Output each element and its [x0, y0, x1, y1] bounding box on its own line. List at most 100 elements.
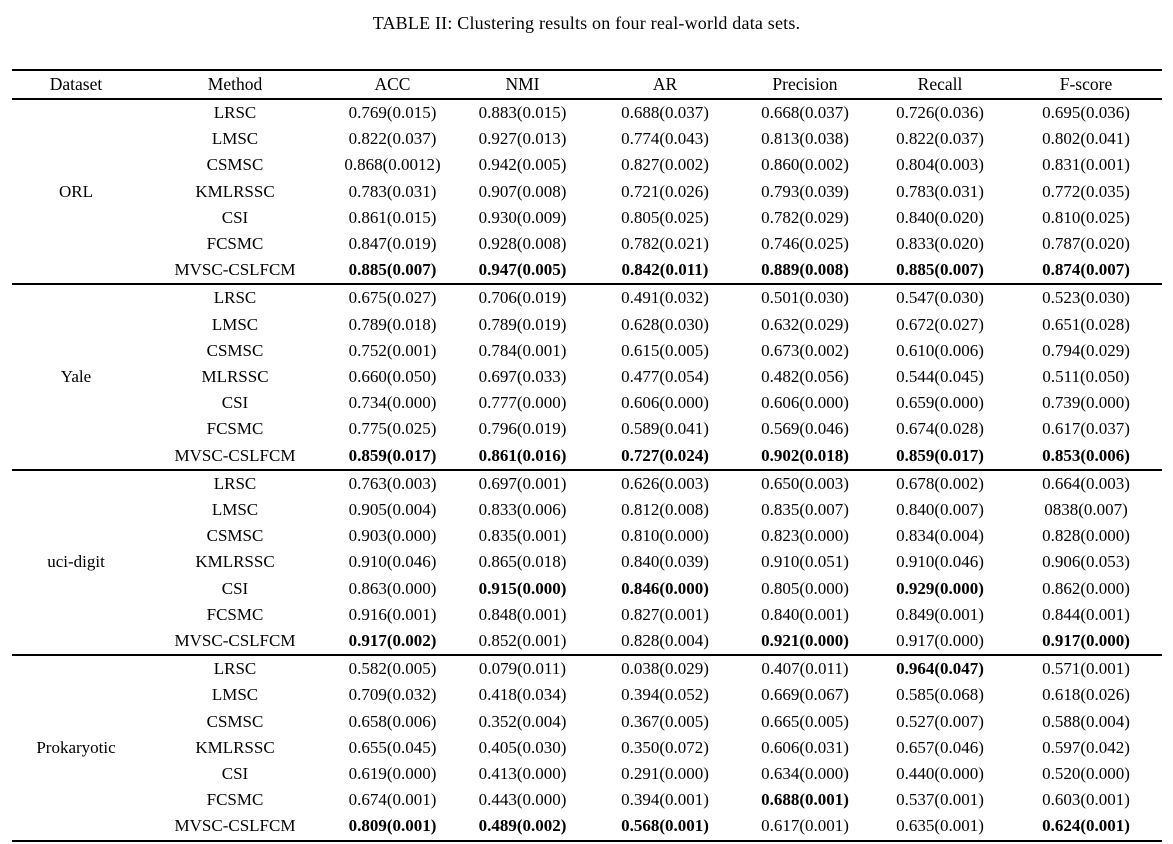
metric-value: 0.413(0.000)	[478, 764, 567, 784]
method-label: KMLRSSC	[195, 181, 275, 201]
method-label: LMSC	[211, 129, 259, 149]
column-header-method: Method	[140, 70, 330, 100]
metric-value: 0.859(0.017)	[348, 445, 437, 465]
metric-value: 0.906(0.053)	[1042, 552, 1130, 572]
metric-value: 0.853(0.006)	[1042, 445, 1130, 465]
metric-value: 0.706(0.019)	[455, 283, 590, 312]
metric-value: 0.709(0.032)	[348, 685, 437, 705]
metric-value: 0.840(0.039)	[621, 552, 709, 572]
table-row: CSMSC 0.752(0.001) 0.784(0.001) 0.615(0.005…	[12, 338, 1162, 364]
table-row: FCSMC 0.847(0.019) 0.928(0.008) 0.782(0.021…	[12, 231, 1162, 257]
column-header-precision: Precision	[740, 70, 870, 100]
metric-value: 0.079(0.011)	[455, 654, 590, 683]
metric-value: 0.571(0.001)	[1010, 654, 1162, 683]
dataset-label: uci-digit	[12, 468, 140, 656]
metric-value: 0.861(0.015)	[348, 207, 437, 227]
metric-value: 0.597(0.042)	[1042, 737, 1130, 757]
metric-value: 0.828(0.000)	[1042, 526, 1130, 546]
metric-value: 0.038(0.029)	[590, 654, 740, 683]
metric-value: 0.407(0.011)	[740, 654, 870, 683]
metric-value: 0.739(0.000)	[1042, 393, 1130, 413]
dataset-label: Prokaryotic	[12, 654, 140, 841]
metric-value: 0.787(0.020)	[1042, 234, 1130, 254]
table-row: LMSC 0.905(0.004) 0.833(0.006) 0.812(0.008)…	[12, 497, 1162, 523]
metric-value: 0.582(0.005)	[330, 654, 455, 683]
metric-value: 0.501(0.030)	[740, 283, 870, 312]
metric-value: 0.658(0.006)	[348, 711, 437, 731]
metric-value: 0.405(0.030)	[478, 737, 567, 757]
metric-value: 0.874(0.007)	[1042, 260, 1130, 280]
table-row: MVSC-CSLFCM 0.809(0.001) 0.489(0.002) 0.568…	[12, 813, 1162, 840]
method-label: CSI	[221, 207, 249, 227]
table-row: CSI 0.619(0.000) 0.413(0.000) 0.291(0.000) 0…	[12, 761, 1162, 787]
method-label: KMLRSSC	[195, 737, 275, 757]
metric-value: 0.889(0.008)	[761, 260, 849, 280]
metric-value: 0.910(0.051)	[761, 552, 849, 572]
metric-value: 0.659(0.000)	[896, 393, 984, 413]
metric-value: 0.635(0.001)	[896, 816, 984, 836]
metric-value: 0.805(0.025)	[621, 207, 709, 227]
metric-value: 0.669(0.067)	[761, 685, 849, 705]
metric-value: 0.917(0.002)	[348, 631, 437, 651]
method-label: CSMSC	[206, 155, 264, 175]
metric-value: 0.868(0.0012)	[344, 155, 441, 175]
metric-value: 0.840(0.007)	[896, 500, 984, 520]
metric-value: 0.848(0.001)	[478, 604, 567, 624]
column-header-fscore: F-score	[1010, 70, 1162, 100]
table-caption: TABLE II: Clustering results on four rea…	[372, 13, 801, 33]
metric-value: 0.619(0.000)	[348, 764, 437, 784]
metric-value: 0.885(0.007)	[896, 260, 984, 280]
metric-value: 0.291(0.000)	[621, 764, 709, 784]
metric-value: 0.697(0.033)	[478, 367, 567, 387]
metric-value: 0.910(0.046)	[348, 552, 437, 572]
table-body: ORL LRSC 0.769(0.015) 0.883(0.015) 0.688(0.0…	[12, 99, 1162, 841]
dataset-label: Yale	[12, 283, 140, 470]
metric-value: 0.688(0.001)	[761, 790, 849, 810]
table-row: LMSC 0.789(0.018) 0.789(0.019) 0.628(0.030)…	[12, 312, 1162, 338]
table-row: CSMSC 0.868(0.0012) 0.942(0.005) 0.827(0.00…	[12, 152, 1162, 178]
metric-value: 0.774(0.043)	[621, 129, 709, 149]
metric-value: 0.813(0.038)	[761, 129, 849, 149]
metric-value: 0.657(0.046)	[896, 737, 984, 757]
metric-value: 0.927(0.013)	[478, 129, 567, 149]
table-row: CSI 0.734(0.000) 0.777(0.000) 0.606(0.000) 0…	[12, 390, 1162, 416]
metric-value: 0.942(0.005)	[478, 155, 567, 175]
table-row: KMLRSSC 0.655(0.045) 0.405(0.030) 0.350(0.0…	[12, 735, 1162, 761]
metric-value: 0.822(0.037)	[348, 129, 437, 149]
metric-value: 0.810(0.000)	[621, 526, 709, 546]
table-row: CSMSC 0.903(0.000) 0.835(0.001) 0.810(0.000…	[12, 523, 1162, 549]
metric-value: 0.697(0.001)	[455, 468, 590, 498]
metric-value: 0.833(0.006)	[478, 500, 567, 520]
metric-value: 0.789(0.019)	[478, 314, 567, 334]
table-row: FCSMC 0.775(0.025) 0.796(0.019) 0.589(0.041…	[12, 416, 1162, 442]
dataset-label: ORL	[59, 181, 93, 201]
metric-value: 0.928(0.008)	[478, 234, 567, 254]
table-row: Prokaryotic LRSC 0.582(0.005) 0.079(0.011) 0…	[12, 654, 1162, 841]
metric-value: 0.782(0.021)	[621, 234, 709, 254]
table-row: MVSC-CSLFCM 0.859(0.017) 0.861(0.016) 0.727…	[12, 443, 1162, 470]
metric-value: 0.796(0.019)	[478, 419, 567, 439]
metric-value: 0.828(0.004)	[621, 631, 709, 651]
metric-value: 0.823(0.000)	[761, 526, 849, 546]
table-header: Dataset Method ACC NMI AR Precision Reca…	[12, 70, 1162, 100]
metric-value: 0.606(0.000)	[761, 393, 849, 413]
method-label: CSI	[221, 764, 249, 784]
method-label: MLRSSC	[201, 367, 269, 387]
metric-value: 0.674(0.028)	[896, 419, 984, 439]
metric-value: 0.615(0.005)	[621, 340, 709, 360]
metric-value: 0.860(0.002)	[761, 155, 849, 175]
metric-value: 0.569(0.046)	[761, 419, 849, 439]
metric-value: 0.651(0.028)	[1042, 314, 1130, 334]
metric-value: 0.726(0.036)	[896, 103, 984, 122]
metric-value: 0.727(0.024)	[621, 445, 709, 465]
metric-value: 0.910(0.046)	[896, 552, 984, 572]
method-label: FCSMC	[206, 234, 264, 254]
table-row: uci-digit LRSC 0.763(0.003) 0.697(0.001) 0.6…	[12, 468, 1162, 656]
metric-value: 0.783(0.031)	[348, 181, 437, 201]
method-label: LMSC	[211, 314, 259, 334]
metric-value: 0.833(0.020)	[896, 234, 984, 254]
metric-value: 0.665(0.005)	[761, 711, 849, 731]
metric-value: 0.668(0.037)	[761, 103, 849, 122]
metric-value: 0.840(0.020)	[896, 207, 984, 227]
metric-value: 0.650(0.003)	[740, 468, 870, 498]
